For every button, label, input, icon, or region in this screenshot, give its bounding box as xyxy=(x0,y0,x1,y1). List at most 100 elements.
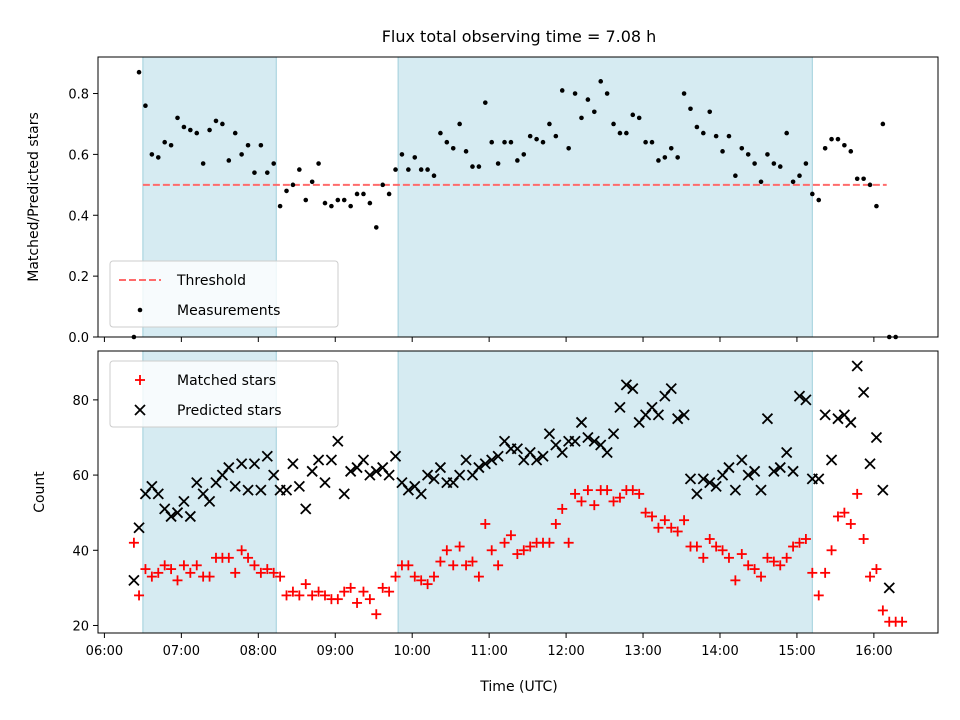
legend-label: Threshold xyxy=(176,273,246,289)
measurement-point xyxy=(777,164,783,169)
measurement-point xyxy=(194,130,200,136)
predicted-point xyxy=(652,409,665,421)
matched-point xyxy=(281,590,292,601)
predicted-point xyxy=(345,465,357,477)
predicted-point xyxy=(870,431,883,444)
measurement-point xyxy=(662,155,668,160)
matched-point xyxy=(640,507,651,518)
predicted-point xyxy=(454,469,466,481)
measurement-point xyxy=(271,161,276,166)
measurement-point xyxy=(739,146,745,151)
measurement-point xyxy=(675,155,680,160)
predicted-point xyxy=(191,476,203,489)
matched-point xyxy=(262,564,273,575)
matched-point xyxy=(332,594,343,605)
legend-label: Predicted stars xyxy=(177,403,282,419)
predicted-point xyxy=(723,461,735,474)
matched-point xyxy=(659,515,670,526)
measurement-point xyxy=(239,152,244,157)
ratio-series-measurements xyxy=(131,69,898,340)
measurement-point xyxy=(386,191,392,197)
measurement-point xyxy=(406,167,411,172)
x-tick-label: 14:00 xyxy=(701,644,738,659)
measurement-point xyxy=(200,161,206,166)
predicted-point xyxy=(293,480,305,492)
predicted-point xyxy=(748,465,761,477)
predicted-point xyxy=(729,484,742,496)
predicted-point xyxy=(665,382,677,395)
predicted-point xyxy=(614,401,626,414)
matched-point xyxy=(159,560,170,571)
measurement-point xyxy=(810,191,815,197)
count-panel: 20 40 60 80 06:00 07:00 08:00 09:00 10:00 11:00 12… xyxy=(32,350,939,659)
predicted-point xyxy=(697,473,709,485)
matched-point xyxy=(602,485,613,496)
predicted-point xyxy=(832,413,844,425)
matched-point xyxy=(364,594,375,605)
matched-point xyxy=(204,571,215,582)
ratio-shaded-interval xyxy=(397,56,813,338)
measurement-point xyxy=(604,91,610,96)
predicted-point xyxy=(300,503,312,515)
matched-point xyxy=(134,590,145,601)
measurement-point xyxy=(566,146,571,151)
matched-point xyxy=(461,560,472,571)
matched-point xyxy=(813,590,824,601)
predicted-point xyxy=(479,458,491,470)
measurement-point xyxy=(842,142,847,148)
measurement-point xyxy=(880,121,886,127)
matched-point xyxy=(128,537,139,548)
matched-point xyxy=(153,567,164,578)
matched-point xyxy=(762,552,773,563)
measurement-point xyxy=(733,173,738,178)
measurement-point xyxy=(694,124,700,130)
matched-point xyxy=(166,564,177,575)
matched-point xyxy=(390,571,401,582)
predicted-point xyxy=(242,484,254,496)
legend-box xyxy=(109,360,339,428)
predicted-point xyxy=(389,450,402,462)
matched-point xyxy=(230,567,241,578)
matched-point xyxy=(634,488,645,499)
ratio-y-tick-label: 0.6 xyxy=(68,148,89,163)
matched-point xyxy=(429,571,439,582)
matched-point xyxy=(287,586,298,597)
measurement-point xyxy=(450,146,456,151)
measurement-point xyxy=(816,197,822,203)
predicted-point xyxy=(370,465,382,477)
matched-point xyxy=(371,609,382,620)
measurement-point xyxy=(412,155,418,160)
ratio-panel: 0.0 0.2 0.4 0.6 0.8 Matched/Predicted stars Th… xyxy=(26,56,939,346)
measurement-point xyxy=(418,167,424,172)
predicted-point xyxy=(736,454,748,466)
legend-label: Measurements xyxy=(177,303,280,319)
matched-point xyxy=(723,552,734,563)
measurement-point xyxy=(393,167,398,172)
x-tick-label: 08:00 xyxy=(240,644,277,659)
measurement-point xyxy=(643,139,648,145)
measurement-point xyxy=(829,136,834,142)
predicted-point xyxy=(133,522,145,534)
matched-point xyxy=(717,545,728,556)
matched-point xyxy=(435,556,446,567)
matched-point xyxy=(550,518,561,529)
matched-point xyxy=(384,586,395,597)
legend-predicted-swatch xyxy=(134,404,146,416)
measurement-point xyxy=(656,158,661,163)
matched-point xyxy=(319,590,330,601)
measurement-point xyxy=(681,91,687,96)
measurement-point xyxy=(790,179,796,185)
measurement-point xyxy=(444,139,450,145)
predicted-point xyxy=(261,450,273,462)
predicted-point xyxy=(434,461,447,474)
matched-point xyxy=(589,500,600,511)
measurement-point xyxy=(290,182,296,188)
measurement-point xyxy=(540,139,546,145)
count-shaded-interval xyxy=(397,350,813,634)
measurement-point xyxy=(784,130,789,136)
predicted-point xyxy=(255,484,267,496)
count-legend: Matched stars Predicted stars xyxy=(109,360,339,428)
measurement-point xyxy=(649,139,655,145)
matched-point xyxy=(679,515,690,526)
measurement-point xyxy=(726,133,732,139)
